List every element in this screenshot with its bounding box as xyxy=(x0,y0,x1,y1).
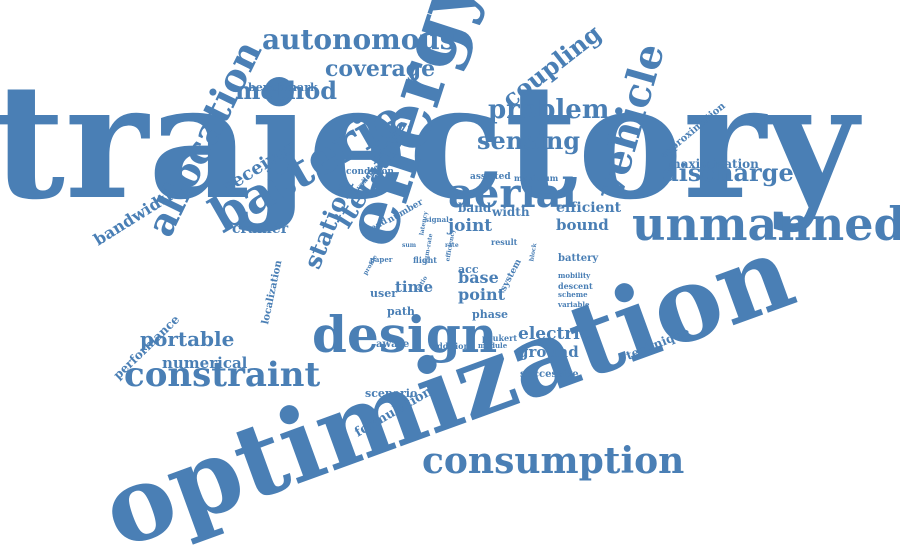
word-addition: addition xyxy=(432,340,470,351)
word-phase: phase xyxy=(472,308,509,322)
word-width: width xyxy=(492,205,530,220)
word-condition: condition xyxy=(346,166,394,177)
word-cram-r: cramér xyxy=(232,220,289,237)
word-base: base xyxy=(458,268,499,288)
word-descent: descent xyxy=(558,280,593,291)
word-discharge: discharge xyxy=(662,157,794,187)
word-user: user xyxy=(370,287,397,301)
word-autonomous: autonomous xyxy=(262,22,456,56)
word-variable: variable xyxy=(558,300,590,310)
word-result: result xyxy=(491,236,518,247)
word-method: method xyxy=(235,75,337,105)
word-time: time xyxy=(395,278,434,296)
word-efficient: efficient xyxy=(556,199,622,216)
word-design: design xyxy=(312,305,498,364)
word-band: band xyxy=(458,201,492,216)
word-acc: acc xyxy=(458,263,479,277)
word-profile: profile xyxy=(361,254,379,277)
word-localization: localization xyxy=(260,259,285,326)
word-point: point xyxy=(458,285,505,305)
word-mobility: mobility xyxy=(558,271,591,281)
word-signal: signal xyxy=(425,215,449,225)
word-maximum: maximum xyxy=(514,172,559,183)
word-battery: battery xyxy=(558,253,599,264)
word-trajectory: trajectory xyxy=(0,49,858,235)
word-constraint: constraint xyxy=(124,354,321,395)
word-maximization: maximization xyxy=(668,157,759,172)
word-bound: bound xyxy=(556,216,609,234)
word-joint: joint xyxy=(448,216,493,237)
word-coverage: coverage xyxy=(325,56,436,83)
word-paper: paper xyxy=(370,255,393,265)
word-unmanned: unmanned xyxy=(632,197,900,252)
word-flight: flight xyxy=(413,254,437,265)
word-benchmark: benchmark xyxy=(248,81,318,95)
word-problem: problem xyxy=(488,95,610,126)
word-rate: rate xyxy=(445,242,459,250)
word-block: block xyxy=(528,242,539,263)
word-consumption: consumption xyxy=(422,440,685,483)
word-electric: electric xyxy=(518,324,591,345)
word-successive: successive xyxy=(520,369,579,380)
word-portable: portable xyxy=(140,327,235,351)
word-sensing: sensing xyxy=(477,125,581,155)
word-aware: aware xyxy=(376,339,410,350)
word-peukert: peukert xyxy=(482,332,518,343)
word-module: module xyxy=(478,341,508,351)
word-aerial: aerial xyxy=(448,170,577,217)
word-scenario: scenario xyxy=(365,387,418,401)
word-path: path xyxy=(387,305,415,319)
word-ground: ground xyxy=(518,343,579,361)
word-numerical: numerical xyxy=(162,354,248,372)
word-scheme: scheme xyxy=(558,290,588,300)
word-assisted: assisted xyxy=(470,171,511,182)
word-sum: sum xyxy=(402,242,417,250)
word-system: system xyxy=(498,257,524,293)
